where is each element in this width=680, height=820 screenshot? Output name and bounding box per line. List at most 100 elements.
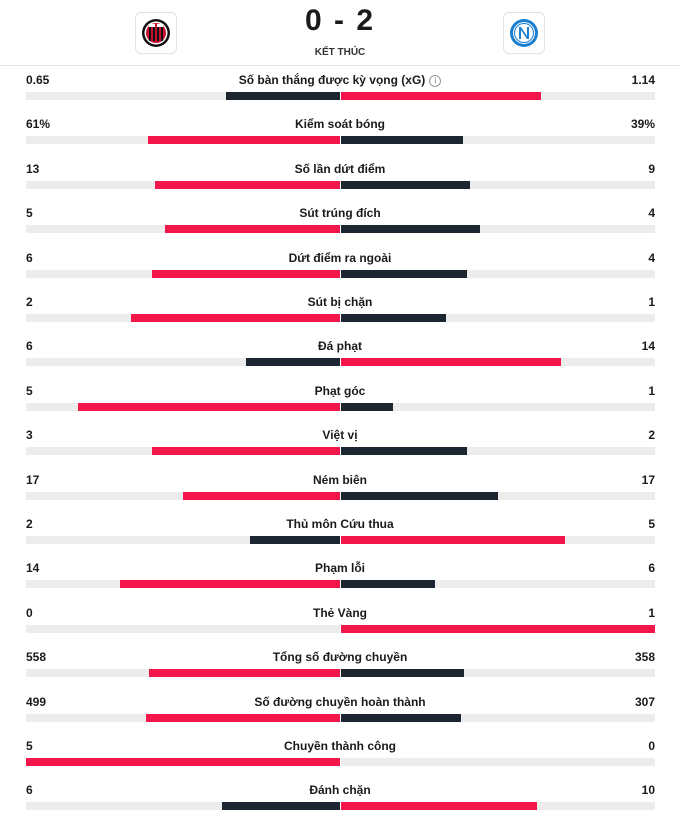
stat-label: Ném biên	[0, 473, 680, 487]
home-stat-value: 6	[26, 339, 33, 354]
stat-label-text: Sút trúng đích	[299, 206, 381, 221]
away-stat-value: 1	[648, 383, 655, 398]
away-stat-bar	[341, 402, 394, 411]
stat-label-text: Phạm lỗi	[314, 561, 365, 576]
info-icon[interactable]: i	[429, 75, 442, 87]
away-stat-bar-track	[341, 624, 655, 633]
stat-label: Việt vị	[0, 428, 680, 442]
stat-row: 499 Số đường chuyền hoàn thành 307	[0, 688, 680, 732]
stat-row: 5 Chuyền thành công 0	[0, 732, 680, 776]
home-stat-bar-track	[26, 92, 340, 100]
home-stat-bar	[148, 136, 340, 145]
away-stat-bar-track	[341, 758, 655, 766]
stat-label: Chuyền thành công	[0, 739, 680, 753]
away-stat-bar-track	[341, 269, 655, 278]
home-stat-bar-track	[26, 491, 340, 500]
home-stat-bar	[183, 491, 340, 500]
stat-label: Số lần dứt điểm	[0, 162, 680, 176]
home-stat-bar-track	[26, 314, 340, 322]
stat-row: 3 Việt vị 2	[0, 421, 680, 465]
stat-label-text: Kiểm soát bóng	[294, 117, 385, 132]
stat-label-text: Đánh chặn	[309, 783, 371, 798]
home-stat-value: 499	[26, 694, 47, 709]
home-stat-bar	[130, 314, 340, 322]
away-stat-value: 9	[648, 161, 655, 176]
away-stat-value: 39%	[630, 117, 655, 132]
home-stat-value: 0	[26, 605, 33, 620]
home-stat-bar-track	[26, 402, 340, 411]
away-team-crest[interactable]	[503, 12, 545, 54]
stat-row: 17 Ném biên 17	[0, 466, 680, 510]
napoli-logo-icon	[510, 19, 538, 47]
home-stat-value: 558	[26, 650, 47, 665]
home-stat-bar	[151, 447, 340, 456]
home-stat-value: 6	[26, 250, 33, 265]
home-stat-value: 5	[26, 383, 33, 398]
home-stat-bar	[78, 402, 340, 411]
stat-label: Sút trúng đích	[0, 206, 680, 220]
away-stat-bar	[341, 669, 464, 678]
stat-label: Sút bị chặn	[0, 295, 680, 309]
stat-row: 2 Thủ môn Cứu thua 5	[0, 510, 680, 554]
stat-row: 14 Phạm lỗi 6	[0, 554, 680, 598]
home-stat-value: 5	[26, 206, 33, 221]
away-stat-bar-track	[341, 536, 655, 544]
home-stat-bar	[145, 713, 340, 722]
home-stat-value: 3	[26, 428, 33, 443]
away-stat-bar-track	[341, 580, 655, 589]
match-status: KẾT THÚC	[314, 47, 366, 58]
away-stat-bar	[341, 314, 446, 322]
stat-row: 5 Phạt góc 1	[0, 377, 680, 421]
stat-row: 6 Dứt điểm ra ngoài 4	[0, 244, 680, 288]
away-stat-bar-track	[341, 447, 655, 456]
stat-row: 6 Đá phạt 14	[0, 332, 680, 376]
stat-row: 61% Kiểm soát bóng 39%	[0, 110, 680, 154]
stat-label-text: Chuyền thành công	[284, 739, 396, 753]
stat-label-text: Thẻ Vàng	[312, 605, 367, 620]
away-stat-bar	[341, 225, 481, 234]
stat-row: 6 Đánh chặn 10	[0, 776, 680, 820]
home-stat-bar	[151, 269, 340, 278]
away-stat-value: 358	[634, 650, 655, 665]
home-stat-bar-track	[26, 580, 340, 589]
home-stat-bar	[165, 225, 340, 234]
away-stat-bar-track	[341, 358, 655, 367]
home-stat-bar	[245, 358, 340, 367]
away-stat-bar	[341, 624, 655, 633]
away-stat-value: 1.14	[631, 73, 655, 87]
ac-milan-logo-icon	[142, 19, 170, 47]
stat-row: 0.65 Số bàn thắng được kỳ vọng (xG) i 1.14	[0, 66, 680, 110]
match-score: 0 - 2	[304, 4, 376, 37]
away-stat-bar-track	[341, 314, 655, 322]
home-stat-bar	[120, 580, 340, 589]
away-stat-bar-track	[341, 669, 655, 678]
home-team-crest[interactable]	[135, 12, 177, 54]
home-stat-bar	[226, 92, 340, 100]
away-stat-value: 0	[648, 739, 655, 753]
away-stat-bar	[341, 536, 566, 544]
home-stat-bar-track	[26, 225, 340, 234]
stat-label-text: Dứt điểm ra ngoài	[288, 250, 392, 265]
away-stat-value: 1	[648, 605, 655, 620]
home-stat-bar-track	[26, 136, 340, 145]
stat-label: Phạm lỗi	[0, 561, 680, 575]
home-stat-bar	[148, 669, 340, 678]
home-stat-value: 6	[26, 783, 33, 798]
away-stat-bar	[341, 92, 542, 100]
stat-label: Đá phạt	[0, 339, 680, 353]
away-stat-bar-track	[341, 92, 655, 100]
stat-label-text: Số lần dứt điểm	[294, 161, 386, 176]
away-stat-bar-track	[341, 713, 655, 722]
stat-label-text: Số bàn thắng được kỳ vọng (xG)	[238, 73, 426, 87]
away-stat-bar	[341, 580, 436, 589]
away-stat-bar-track	[341, 136, 655, 145]
stat-label: Thẻ Vàng	[0, 606, 680, 620]
home-stat-bar-track	[26, 447, 340, 456]
stat-label-text: Số đường chuyền hoàn thành	[254, 694, 426, 709]
away-stat-bar	[341, 358, 561, 367]
home-stat-bar	[250, 536, 340, 544]
home-stat-bar-track	[26, 180, 340, 189]
away-stat-bar	[341, 180, 470, 189]
away-stat-value: 307	[634, 694, 655, 709]
away-stat-bar	[341, 491, 498, 500]
